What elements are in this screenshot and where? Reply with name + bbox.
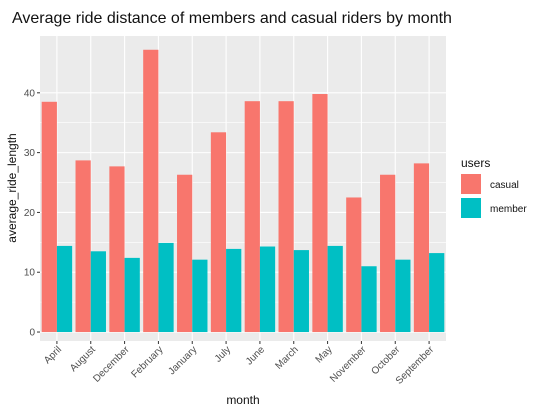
x-tick-label: June (244, 344, 267, 367)
bar-casual (177, 174, 193, 333)
x-axis-title: month (226, 393, 259, 407)
bar-member (90, 251, 106, 333)
x-tick-label: February (129, 344, 165, 380)
y-tick-label: 20 (24, 208, 36, 219)
bar-member (293, 250, 309, 333)
plot-panel (40, 36, 446, 341)
legend-label-casual: casual (490, 180, 519, 191)
y-tick-label: 40 (24, 88, 36, 99)
bar-casual (380, 174, 396, 333)
bar-member (158, 242, 174, 333)
x-tick-label: August (68, 344, 98, 374)
y-tick-label: 0 (29, 328, 35, 339)
bars-group (41, 49, 445, 333)
bar-member (192, 259, 208, 333)
legend-label-member: member (490, 204, 527, 215)
bar-member (429, 253, 445, 333)
x-tick-label: October (369, 344, 402, 377)
legend: users casual member (461, 156, 527, 218)
bar-member (395, 259, 411, 333)
y-axis-ticks: 0 10 20 30 40 (24, 88, 40, 339)
x-tick-label: December (91, 344, 132, 385)
bar-member (56, 245, 73, 333)
bar-casual (346, 197, 362, 333)
bar-casual (413, 163, 430, 333)
legend-key-member (461, 198, 481, 218)
y-axis-title: average_ride_length (5, 133, 19, 242)
bar-casual (278, 101, 294, 333)
bar-casual (210, 132, 227, 333)
bar-casual (244, 101, 260, 333)
bar-member (327, 245, 343, 333)
legend-title: users (461, 156, 490, 170)
chart-title: Average ride distance of members and cas… (12, 10, 452, 27)
x-tick-label: November (328, 344, 369, 385)
x-tick-label: March (273, 344, 300, 371)
x-tick-label: July (213, 344, 233, 364)
bar-member (124, 257, 140, 333)
x-tick-label: May (314, 344, 335, 365)
minor-gridlines (40, 122, 446, 303)
x-tick-label: January (166, 344, 199, 377)
bar-member (361, 266, 377, 333)
x-tick-label: April (42, 344, 64, 366)
bar-casual (41, 101, 57, 333)
bar-casual (312, 94, 328, 333)
bar-casual (143, 49, 159, 333)
y-tick-label: 30 (24, 148, 36, 159)
bar-casual (75, 160, 91, 333)
bar-casual (109, 166, 125, 333)
legend-key-casual (461, 174, 481, 194)
y-tick-label: 10 (24, 268, 36, 279)
bar-member (259, 246, 276, 333)
bar-member (226, 248, 242, 333)
